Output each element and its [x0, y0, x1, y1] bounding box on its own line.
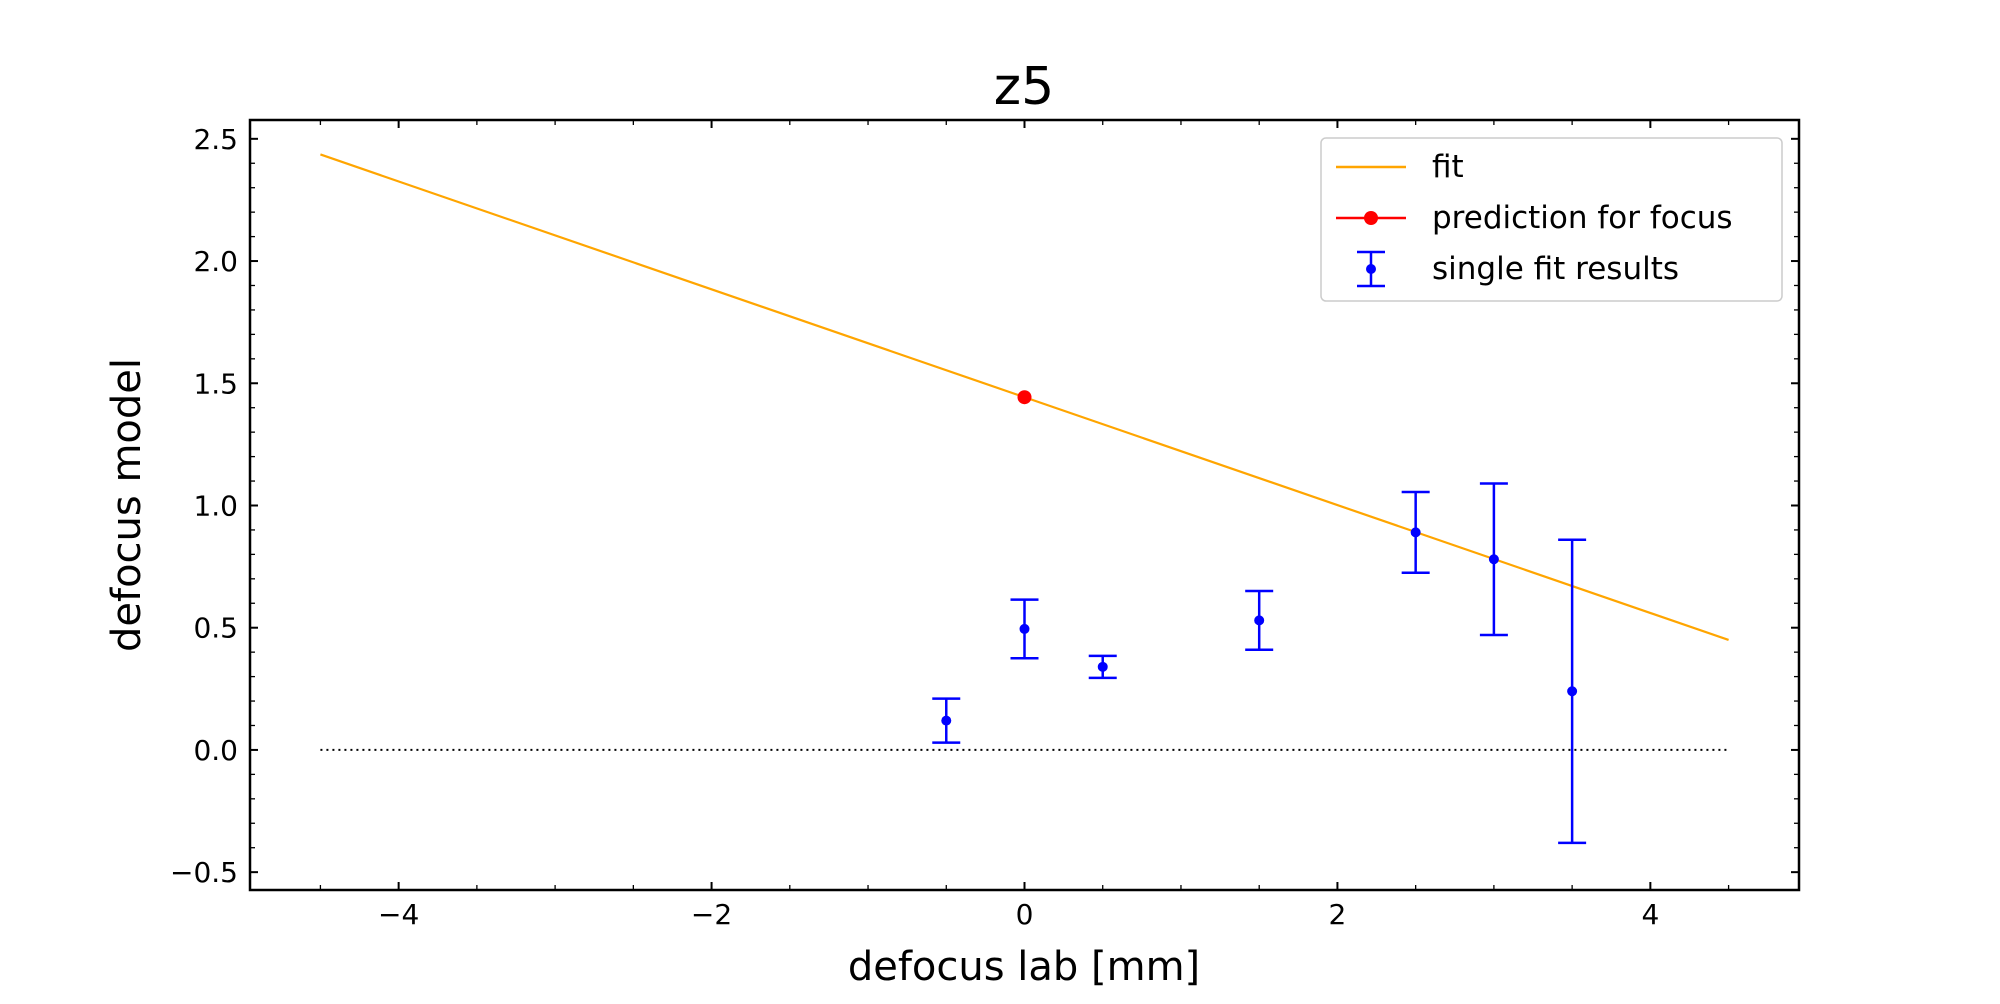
- legend: fit prediction for focus single fit resu…: [1320, 137, 1783, 302]
- y-tick-label: 0.0: [193, 734, 238, 767]
- x-tick-label: −2: [691, 898, 732, 931]
- y-tick-label: 2.5: [193, 123, 238, 156]
- data-point: [1488, 554, 1499, 565]
- plot-area: −4 −2 0 2 4 −0.5 0.0 0.5 1.0 1.5 2.0 2.5: [170, 118, 1801, 931]
- y-tick-label: 2.0: [193, 245, 238, 278]
- data-point: [1410, 527, 1421, 538]
- data-point: [1097, 661, 1108, 672]
- legend-fit-label: fit: [1432, 149, 1464, 185]
- y-tick-label: −0.5: [170, 856, 238, 889]
- data-point: [1254, 615, 1265, 626]
- y-tick-label: 0.5: [193, 612, 238, 645]
- y-tick-label: 1.5: [193, 367, 238, 400]
- x-tick-label: 0: [1016, 898, 1034, 931]
- prediction-point: [1017, 390, 1032, 405]
- x-tick-label: 4: [1641, 898, 1659, 931]
- x-tick-label: −4: [378, 898, 419, 931]
- data-point: [941, 715, 952, 726]
- y-axis-label: defocus model: [104, 358, 150, 652]
- data-point: [1019, 623, 1030, 634]
- data-point: [1567, 686, 1578, 697]
- legend-box: [1320, 137, 1783, 302]
- legend-errorbar-label: single fit results: [1432, 251, 1679, 287]
- legend-prediction-label: prediction for focus: [1432, 200, 1733, 236]
- x-tick-label: 2: [1329, 898, 1347, 931]
- x-axis-label: defocus lab [mm]: [848, 944, 1200, 990]
- legend-prediction-marker: [1364, 211, 1378, 225]
- chart-title: z5: [994, 57, 1054, 117]
- legend-errorbar-marker: [1366, 264, 1376, 274]
- y-tick-label: 1.0: [193, 489, 238, 522]
